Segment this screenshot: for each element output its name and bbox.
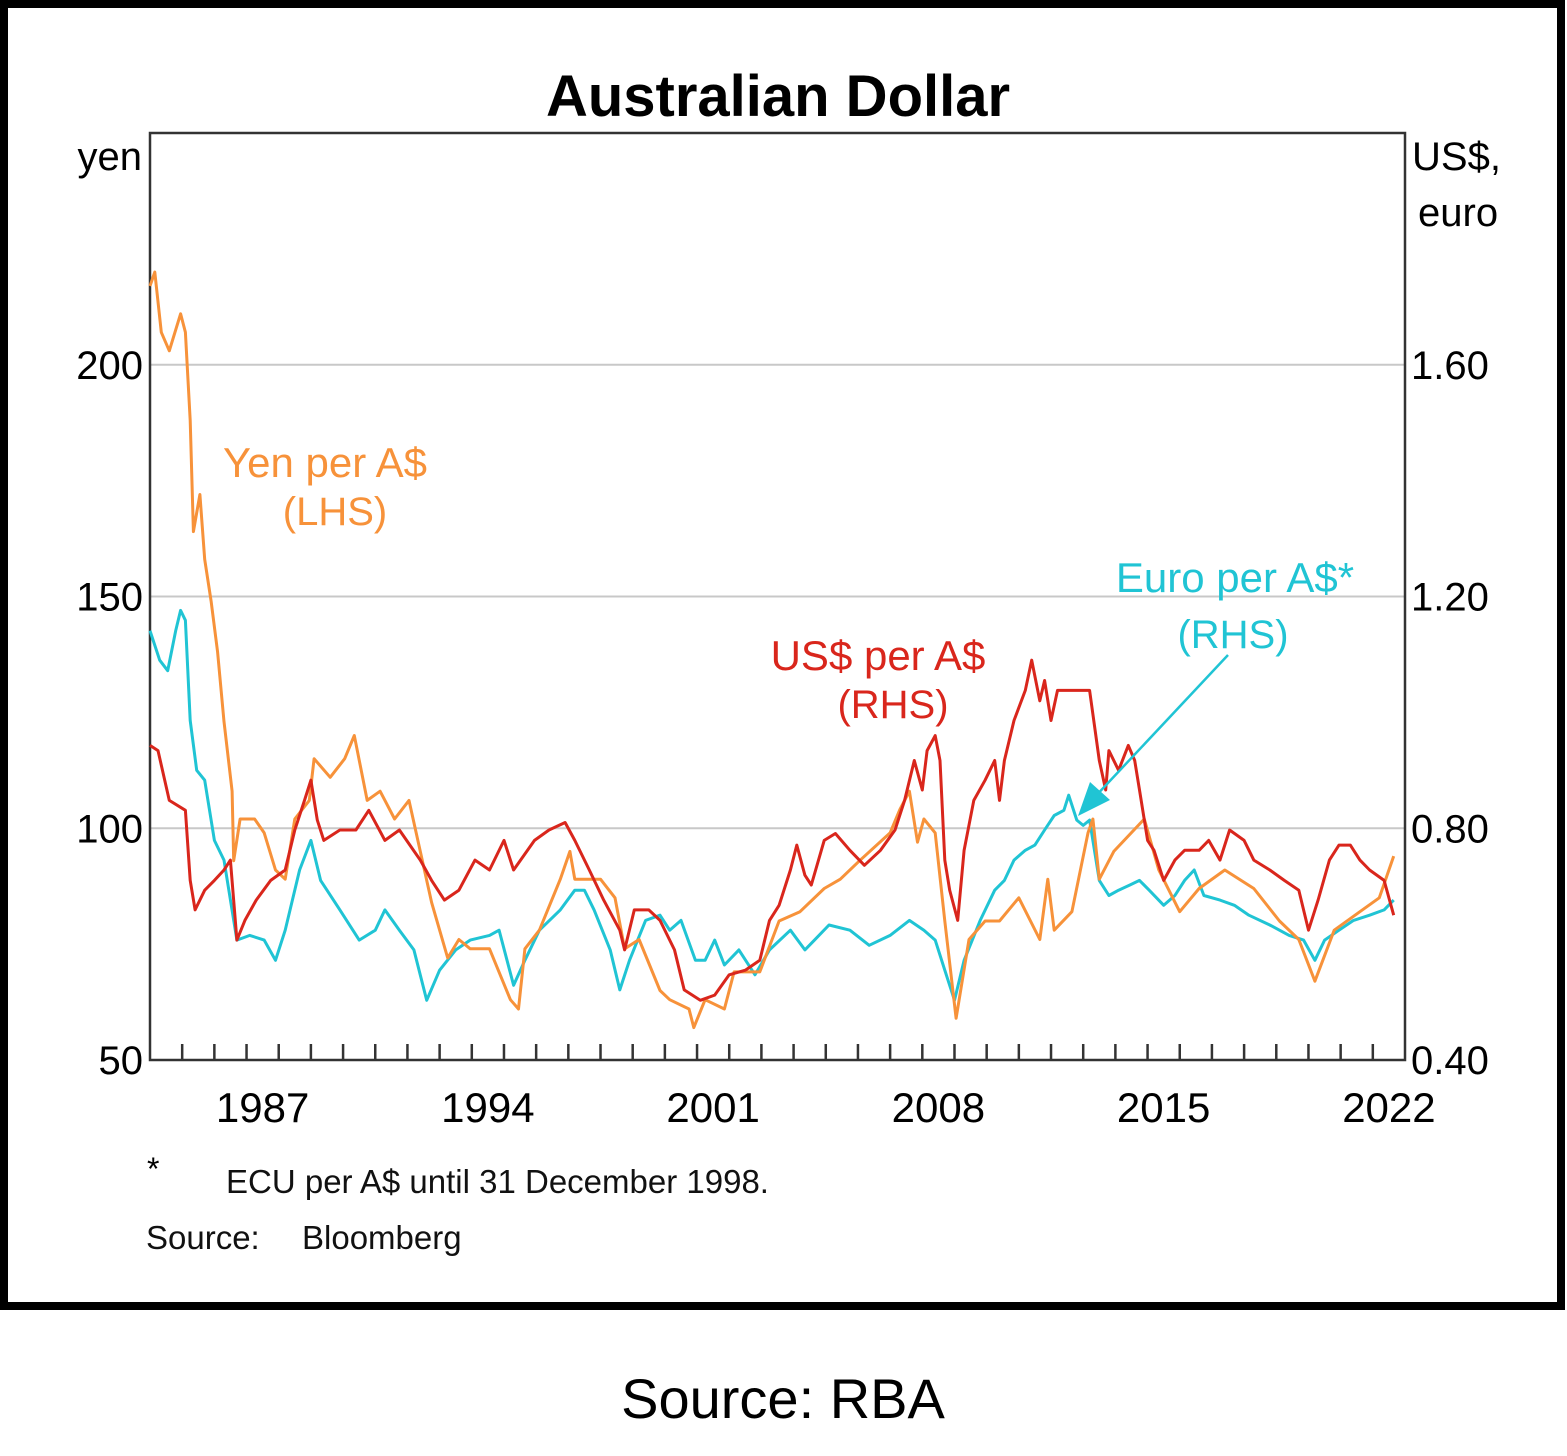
left-tick-label: 200 bbox=[76, 344, 143, 388]
source-label: Source: bbox=[146, 1219, 260, 1256]
right-tick-label: 0.80 bbox=[1411, 807, 1489, 851]
euro-annotation-arrowhead-icon bbox=[1078, 782, 1110, 816]
yen-per-aud-line bbox=[148, 270, 1396, 1030]
x-tick-label: 2001 bbox=[666, 1084, 759, 1131]
x-tick-label: 2022 bbox=[1342, 1084, 1435, 1131]
caption: Source: RBA bbox=[621, 1367, 945, 1430]
euro-annotation-arrow-line bbox=[1091, 654, 1229, 801]
x-tick-label: 1987 bbox=[216, 1084, 309, 1131]
euro-series-sub: (RHS) bbox=[1177, 613, 1288, 657]
right-tick-label: 1.20 bbox=[1411, 576, 1489, 620]
yen-series-sub: (LHS) bbox=[283, 490, 387, 534]
left-tick-label: 150 bbox=[76, 576, 143, 620]
usd-per-aud-line bbox=[149, 658, 1396, 1002]
footnote: ECU per A$ until 31 December 1998. bbox=[226, 1163, 769, 1200]
right-tick-label: 0.40 bbox=[1411, 1039, 1489, 1083]
usd-series-sub: (RHS) bbox=[837, 683, 948, 727]
yen-series-label: Yen per A$ bbox=[223, 439, 427, 486]
right-axis-label-line-1: US$, bbox=[1412, 135, 1501, 179]
euro-series-label: Euro per A$* bbox=[1116, 554, 1354, 601]
footnote-marker: * bbox=[147, 1151, 159, 1187]
left-tick-label: 100 bbox=[76, 807, 143, 851]
plot-area bbox=[148, 131, 1407, 1062]
x-tick-label: 2008 bbox=[892, 1084, 985, 1131]
x-tick-label: 1994 bbox=[441, 1084, 534, 1131]
usd-series-label: US$ per A$ bbox=[771, 632, 986, 679]
left-axis-label: yen bbox=[78, 135, 143, 179]
left-tick-label: 50 bbox=[99, 1039, 144, 1083]
chart-title: Australian Dollar bbox=[546, 64, 1010, 129]
right-tick-label: 1.60 bbox=[1411, 344, 1489, 388]
source-value: Bloomberg bbox=[302, 1219, 462, 1256]
chart-frame bbox=[0, 0, 1565, 1310]
right-axis-label-line-2: euro bbox=[1418, 191, 1498, 235]
x-tick-label: 2015 bbox=[1117, 1084, 1210, 1131]
